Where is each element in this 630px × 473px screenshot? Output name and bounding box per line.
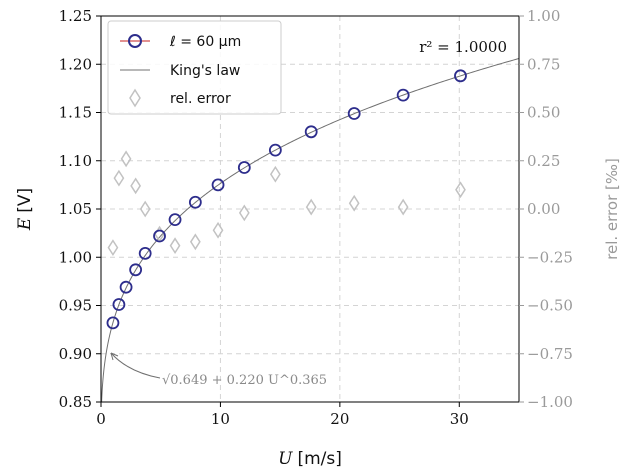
measurement-point	[168, 213, 182, 227]
y2-tick-label: 1.00	[527, 7, 560, 25]
measurement-point	[138, 246, 152, 260]
x-axis-label: U [m/s]	[278, 449, 342, 469]
error-point	[305, 198, 317, 216]
fit-layer	[101, 57, 519, 402]
error-point	[397, 198, 409, 216]
grid	[101, 16, 519, 402]
y2-tick-label: 0.75	[527, 55, 560, 73]
fit-annotation-arrow	[110, 352, 161, 379]
measurement-point	[396, 88, 410, 102]
y-tick-label: 0.95	[59, 297, 92, 315]
y2-tick-label: −1.00	[527, 393, 573, 411]
measurement-point	[454, 69, 467, 83]
legend: ℓ = 60 μm King's law rel. error	[107, 20, 282, 115]
measurement-layer	[106, 69, 467, 330]
measurement-point	[304, 125, 318, 139]
y2-tick-label: −0.50	[527, 297, 573, 315]
error-point	[455, 181, 466, 199]
error-point	[107, 239, 119, 256]
x-tick-label: 0	[96, 410, 106, 428]
error-point	[269, 165, 281, 183]
error-point	[113, 169, 125, 187]
error-point	[238, 204, 250, 222]
r-squared-annotation: r² = 1.0000	[419, 38, 507, 56]
y-tick-label: 0.90	[59, 345, 92, 363]
legend-box	[107, 20, 282, 115]
x-tick-label: 10	[211, 410, 230, 428]
error-point	[189, 233, 201, 251]
fit-annotation-arrowhead	[110, 352, 119, 361]
y2-tick-label: −0.25	[527, 248, 573, 266]
error-point	[130, 177, 142, 195]
error-layer	[107, 150, 466, 256]
legend-measurement-label: ℓ = 60 μm	[169, 34, 241, 50]
y-tick-label: 1.25	[59, 7, 92, 25]
y-tick-label: 1.10	[59, 152, 92, 170]
legend-measurement-marker	[128, 34, 142, 48]
y2-tick-label: −0.75	[527, 345, 573, 363]
legend-error-label: rel. error	[170, 91, 231, 107]
error-point	[212, 221, 224, 239]
measurement-point	[347, 107, 361, 120]
y2-axis-label: rel. error [‰]	[603, 158, 621, 260]
y2-tick-label: 0.50	[527, 104, 560, 122]
y-tick-label: 1.00	[59, 248, 92, 266]
measurement-point	[153, 229, 166, 243]
measurement-point	[268, 143, 282, 157]
measurement-point	[112, 298, 126, 311]
error-point	[348, 194, 360, 212]
error-point	[120, 150, 132, 168]
error-point	[139, 200, 151, 218]
y-tick-label: 0.85	[59, 393, 92, 411]
measurement-point	[237, 161, 251, 174]
fit-curve	[101, 57, 519, 402]
error-point	[169, 237, 181, 255]
y-axis-label: E[V]	[15, 188, 35, 231]
x-tick-label: 30	[450, 410, 469, 428]
y-tick-label: 1.05	[59, 200, 92, 218]
measurement-point	[188, 195, 202, 209]
x-tick-label: 20	[330, 410, 349, 428]
legend-fit-label: King's law	[170, 63, 240, 79]
fit-equation-annotation: √0.649 + 0.220 U^0.365	[162, 373, 327, 388]
measurement-point	[119, 280, 133, 294]
measurement-point	[211, 178, 225, 192]
ticks: 0 10 20 30 0.85 0.90 0.95 1.00 1.05 1.10 1.15 1.20 1…	[59, 7, 573, 428]
legend-error-marker	[129, 88, 141, 108]
y-tick-label: 1.15	[59, 104, 92, 122]
y2-tick-label: 0.00	[527, 200, 560, 218]
measurement-point	[106, 316, 120, 330]
measurement-point	[129, 263, 143, 277]
y2-tick-label: 0.25	[527, 152, 560, 170]
y-tick-label: 1.20	[59, 55, 92, 73]
